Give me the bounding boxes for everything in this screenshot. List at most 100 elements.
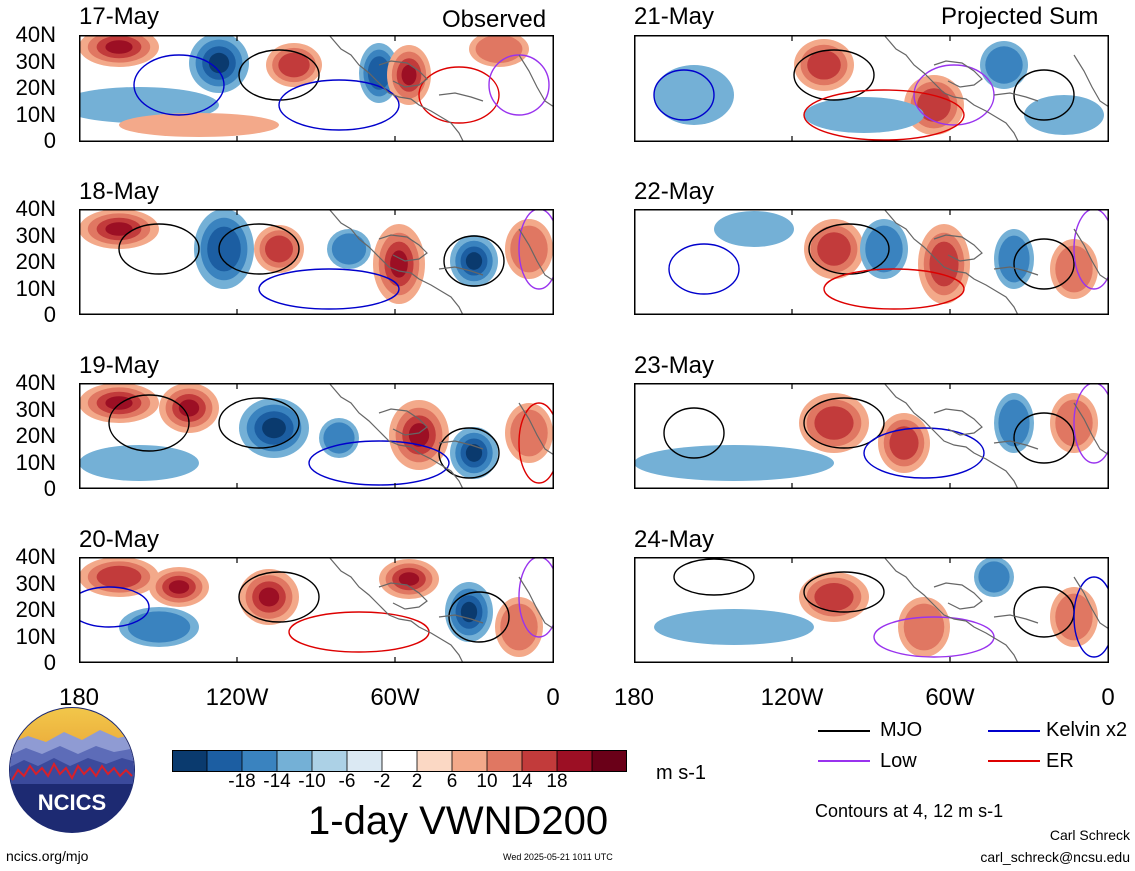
coastline — [438, 440, 484, 450]
colorbar-swatch — [382, 750, 418, 772]
colorbar-tick-label: 10 — [476, 771, 498, 792]
filtered-contour — [238, 49, 320, 101]
panel-date-label: 17-May — [79, 3, 160, 30]
filtered-contour — [1073, 383, 1109, 464]
colorbar-tick-label: 2 — [411, 771, 423, 792]
filtered-contour — [218, 223, 300, 275]
colorbar-swatch — [312, 750, 348, 772]
coastline — [438, 92, 484, 102]
legend-label-kelvin: Kelvin x2 — [1046, 719, 1128, 741]
colorbar-tick-label: -6 — [338, 771, 356, 792]
filtered-contour — [793, 49, 875, 101]
wind-anomaly-blob — [654, 609, 814, 645]
coastline — [378, 408, 428, 436]
coastline — [438, 266, 484, 276]
coastline — [518, 402, 554, 456]
filtered-contour — [518, 209, 554, 290]
coastline — [993, 440, 1039, 450]
filtered-contour — [79, 586, 150, 628]
panel-date-label: 22-May — [634, 178, 715, 205]
x-tick-label: 60W — [925, 684, 975, 711]
filtered-contour — [823, 268, 965, 310]
filtered-contour — [238, 571, 320, 623]
y-tick-label: 10N — [15, 449, 56, 475]
observed-map-panel-17-may — [79, 35, 554, 142]
coastline — [328, 557, 464, 663]
filtered-contour — [443, 235, 505, 287]
legend-label-low: Low — [880, 750, 917, 772]
y-tick-label: 30N — [15, 222, 56, 248]
wind-anomaly-blob — [654, 65, 734, 125]
filtered-contour — [448, 591, 510, 643]
wind-anomaly-blob — [79, 445, 199, 481]
filtered-contour — [133, 54, 225, 116]
filtered-contour — [1073, 209, 1109, 290]
panel-date-label: 24-May — [634, 526, 715, 553]
filtered-contour — [108, 394, 190, 452]
panel-date-label: 23-May — [634, 352, 715, 379]
figure-title: 1-day VWND200 — [308, 799, 609, 843]
panel-frame — [634, 209, 1109, 315]
coastline — [1073, 402, 1109, 456]
filtered-contour — [873, 616, 995, 658]
y-tick-label: 40N — [15, 22, 56, 47]
projected-map-panel-21-may — [634, 35, 1109, 142]
y-tick-label: 0 — [43, 128, 56, 153]
coastline — [993, 614, 1039, 624]
x-tick-label: 60W — [370, 684, 420, 711]
coastline — [883, 209, 1019, 315]
coastline — [1073, 54, 1109, 108]
colorbar-swatch — [522, 750, 558, 772]
y-tick-label: 0 — [43, 650, 56, 675]
x-tick-label: 180 — [58, 684, 100, 711]
filtered-contour — [803, 89, 965, 141]
coastline — [328, 209, 464, 315]
colorbar-tick-label: 18 — [546, 771, 568, 792]
website-link[interactable]: ncics.org/mjo — [6, 848, 89, 864]
timestamp: Wed 2025-05-21 1011 UTC — [503, 852, 613, 862]
panel-date-label: 20-May — [79, 526, 160, 553]
legend-label-er: ER — [1046, 750, 1074, 772]
legend-swatch-kelvin — [988, 730, 1040, 732]
coastline — [883, 35, 1019, 142]
y-tick-label: 20N — [15, 75, 56, 100]
filtered-contour — [518, 402, 554, 484]
y-tick-label: 30N — [15, 570, 56, 596]
wind-anomaly-blob — [634, 445, 834, 481]
filtered-contour — [673, 558, 755, 596]
filtered-contour — [1013, 69, 1075, 121]
x-tick-label: 120W — [760, 684, 824, 711]
coastline — [883, 557, 1019, 663]
panel-frame — [79, 557, 554, 663]
y-tick-label: 20N — [15, 423, 56, 448]
legend-swatch-mjo — [818, 730, 870, 732]
filtered-contour — [663, 407, 725, 459]
projected-map-panel-24-may — [634, 557, 1109, 663]
colorbar — [172, 750, 627, 772]
author-email[interactable]: carl_schreck@ncsu.edu — [980, 849, 1130, 865]
coastline — [378, 234, 428, 262]
observed-map-panel-20-may — [79, 557, 554, 663]
coastline — [328, 35, 464, 142]
filtered-contour — [668, 243, 740, 295]
coastline — [883, 383, 1019, 489]
colorbar-swatch — [172, 750, 208, 772]
y-tick-label: 40N — [15, 544, 56, 569]
colorbar-swatch — [242, 750, 278, 772]
filtered-contour — [653, 69, 715, 121]
coastline — [378, 60, 428, 88]
y-tick-label: 10N — [15, 101, 56, 127]
legend-swatch-er — [988, 760, 1040, 762]
logo-text: NCICS — [38, 790, 106, 815]
filtered-contour — [803, 397, 885, 449]
y-tick-label: 40N — [15, 370, 56, 395]
wind-anomaly-blob — [1024, 95, 1104, 135]
coastline — [933, 234, 983, 262]
ncics-logo: NCICS — [9, 707, 135, 833]
coastline — [933, 408, 983, 436]
projected-map-panel-22-may — [634, 209, 1109, 315]
coastline — [378, 582, 428, 610]
coastline — [993, 266, 1039, 276]
contours-note: Contours at 4, 12 m s-1 — [815, 801, 1004, 821]
wind-anomaly-blob — [804, 97, 924, 133]
